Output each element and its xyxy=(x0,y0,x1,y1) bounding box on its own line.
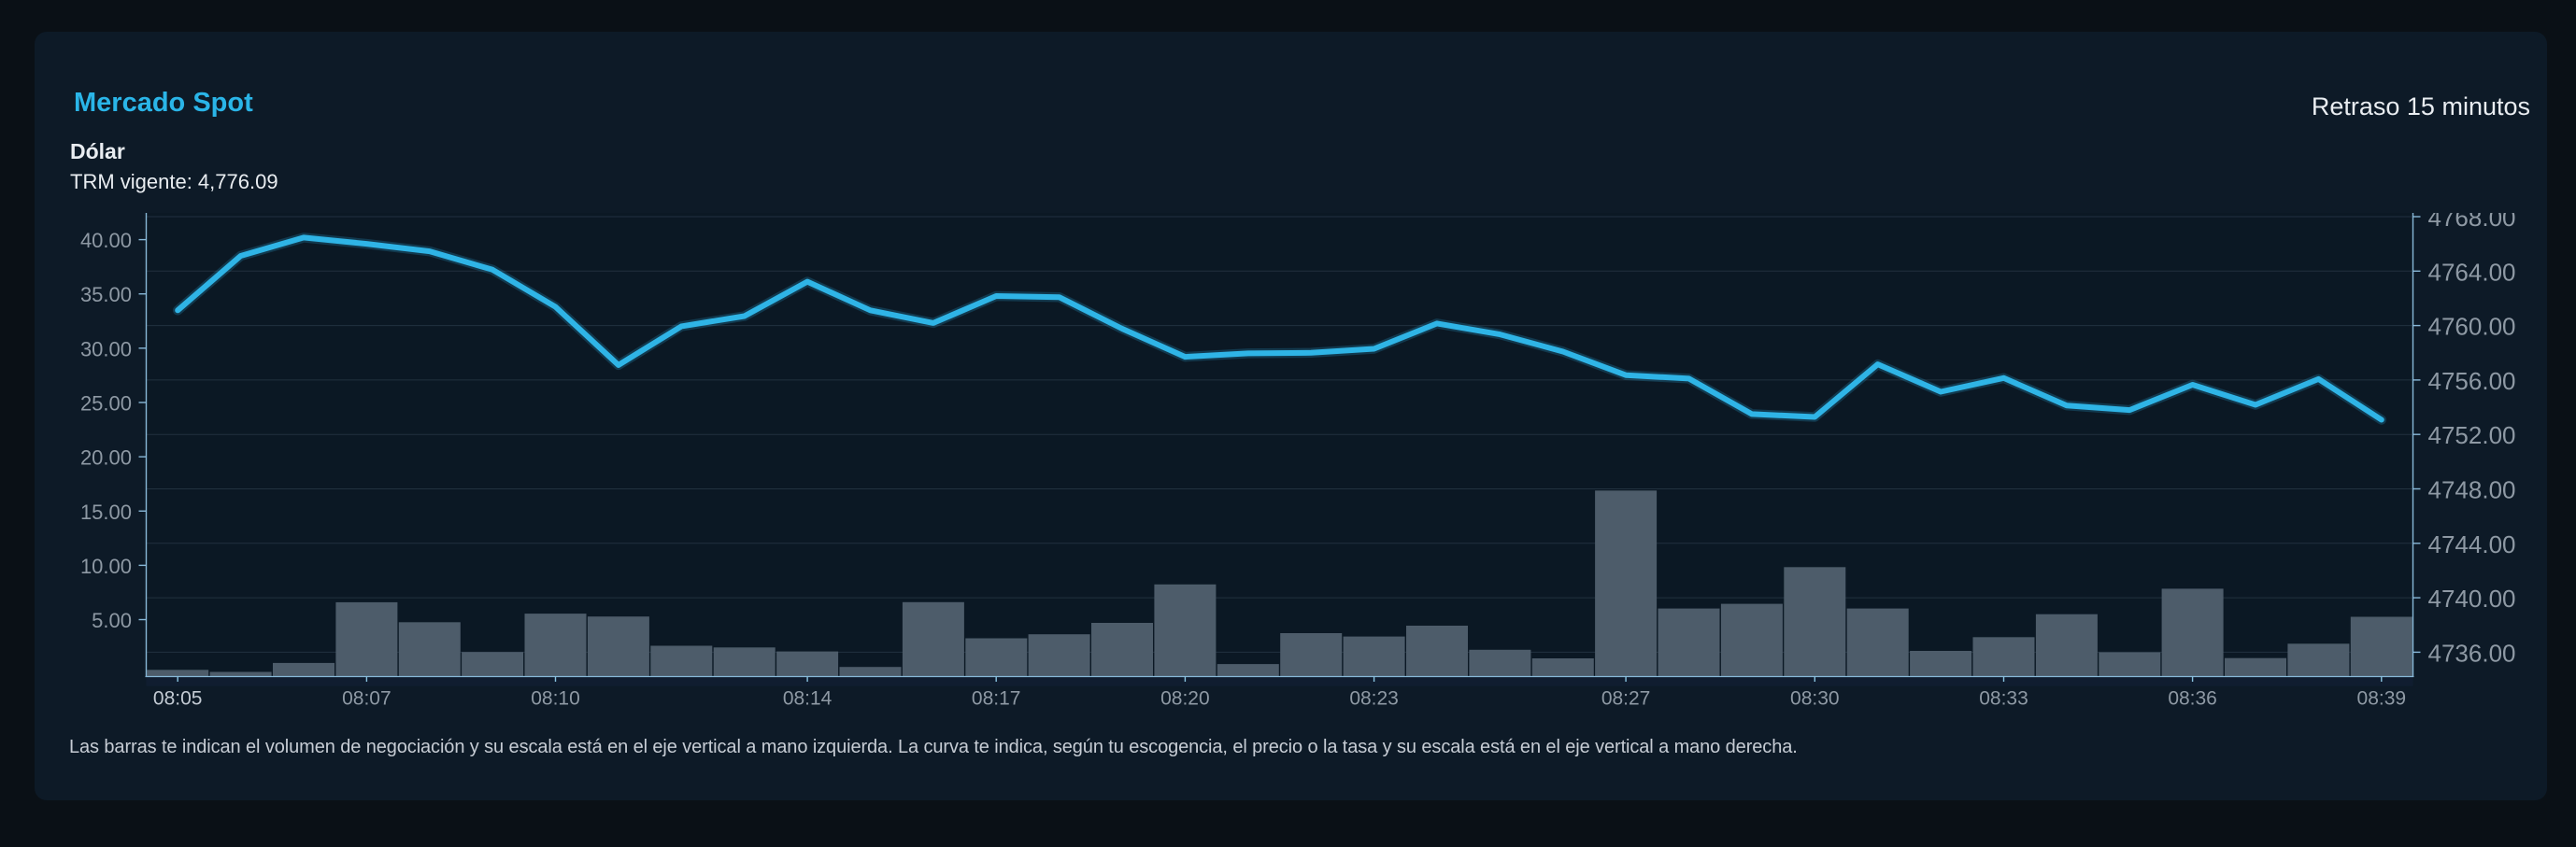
svg-text:08:23: 08:23 xyxy=(1349,688,1399,710)
svg-text:20.00: 20.00 xyxy=(80,446,132,470)
svg-text:35.00: 35.00 xyxy=(80,283,132,306)
svg-text:4736.00: 4736.00 xyxy=(2428,639,2516,667)
svg-text:5.00: 5.00 xyxy=(92,609,132,632)
svg-text:4768.00: 4768.00 xyxy=(2428,204,2516,232)
svg-text:08:05: 08:05 xyxy=(153,688,203,710)
svg-text:4740.00: 4740.00 xyxy=(2428,585,2516,613)
svg-text:08:30: 08:30 xyxy=(1790,688,1840,710)
svg-text:15.00: 15.00 xyxy=(80,501,132,524)
svg-text:10.00: 10.00 xyxy=(80,555,132,578)
svg-text:08:39: 08:39 xyxy=(2357,688,2407,710)
svg-text:40.00: 40.00 xyxy=(80,229,132,252)
svg-text:4748.00: 4748.00 xyxy=(2428,476,2516,504)
svg-text:4744.00: 4744.00 xyxy=(2428,530,2516,558)
svg-text:4756.00: 4756.00 xyxy=(2428,367,2516,395)
svg-text:4752.00: 4752.00 xyxy=(2428,421,2516,449)
svg-text:08:14: 08:14 xyxy=(783,688,833,710)
svg-text:08:33: 08:33 xyxy=(1979,688,2028,710)
svg-text:08:36: 08:36 xyxy=(2168,688,2217,710)
svg-text:25.00: 25.00 xyxy=(80,391,132,415)
svg-text:08:07: 08:07 xyxy=(342,688,391,710)
svg-text:08:20: 08:20 xyxy=(1160,688,1210,710)
svg-text:4764.00: 4764.00 xyxy=(2428,258,2516,286)
svg-text:4760.00: 4760.00 xyxy=(2428,313,2516,341)
svg-text:30.00: 30.00 xyxy=(80,337,132,360)
svg-text:08:10: 08:10 xyxy=(531,688,580,710)
svg-text:08:27: 08:27 xyxy=(1601,688,1651,710)
svg-text:08:17: 08:17 xyxy=(972,688,1021,710)
